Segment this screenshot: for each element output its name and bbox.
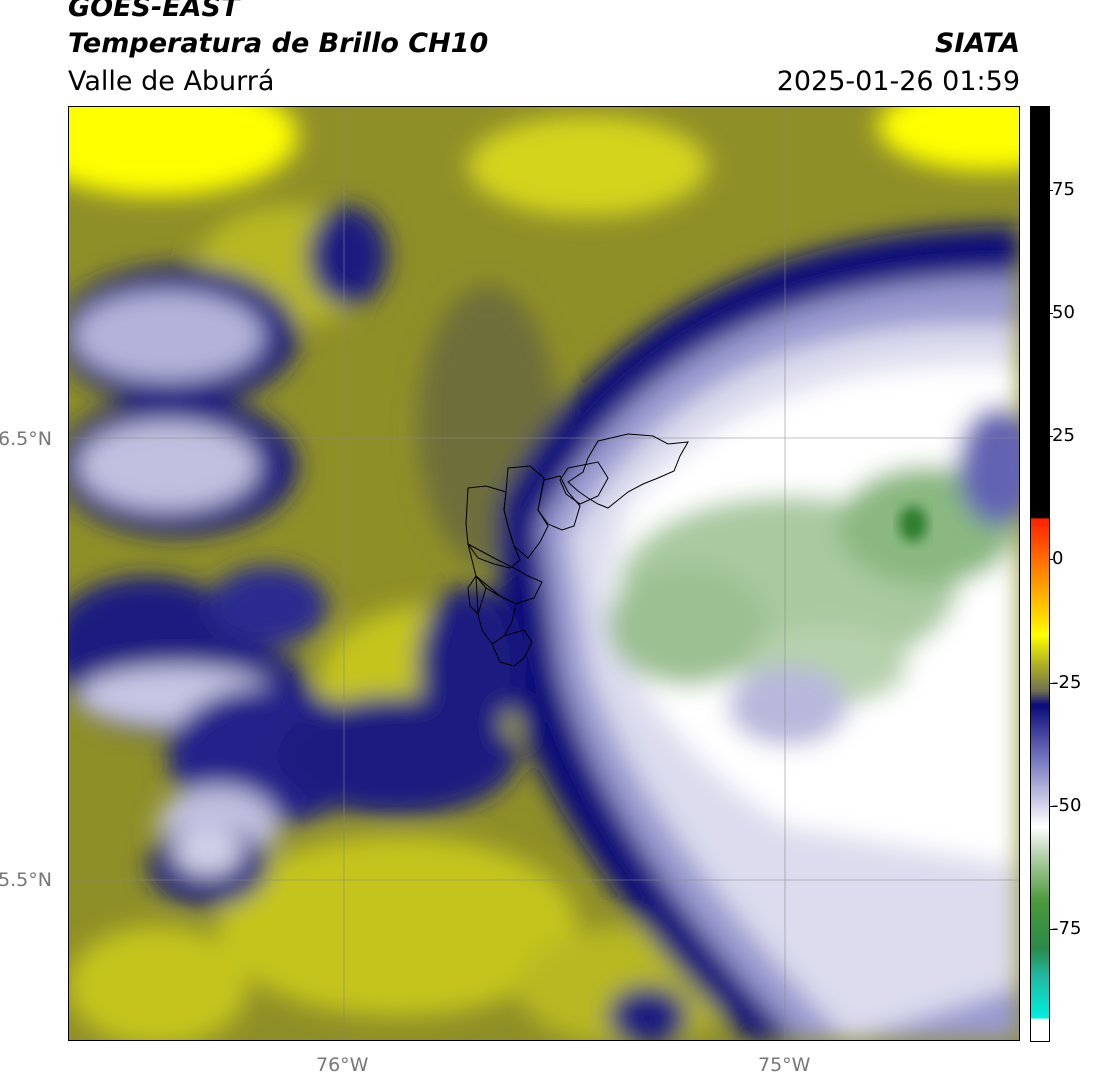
colorbar-tick: 50 (1049, 302, 1075, 323)
colorbar (1030, 106, 1050, 1042)
colorbar-tick: 25 (1049, 425, 1075, 446)
municipality-outline (567, 433, 689, 509)
colorbar-tick: -50 (1048, 795, 1082, 816)
satellite-map[interactable] (68, 106, 1020, 1041)
brand-label: SIATA (934, 28, 1020, 59)
latitude-label: 5.5°N (0, 869, 52, 891)
colorbar-tick: -75 (1048, 918, 1082, 939)
municipality-outline (491, 629, 533, 667)
longitude-label: 76°W (316, 1054, 369, 1076)
latitude-label: 6.5°N (0, 428, 52, 450)
product-title: Temperatura de Brillo CH10 (68, 28, 489, 59)
colorbar-tick: 0 (1048, 548, 1064, 569)
satellite-title: GOES-EAST (68, 0, 240, 23)
timestamp-label: 2025-01-26 01:59 (776, 66, 1020, 97)
region-title: Valle de Aburrá (68, 66, 275, 97)
colorbar-tick: 75 (1049, 179, 1075, 200)
municipality-outline (467, 575, 487, 615)
municipality-outline (559, 461, 609, 505)
colorbar-tick: -25 (1048, 672, 1082, 693)
longitude-label: 75°W (758, 1054, 811, 1076)
